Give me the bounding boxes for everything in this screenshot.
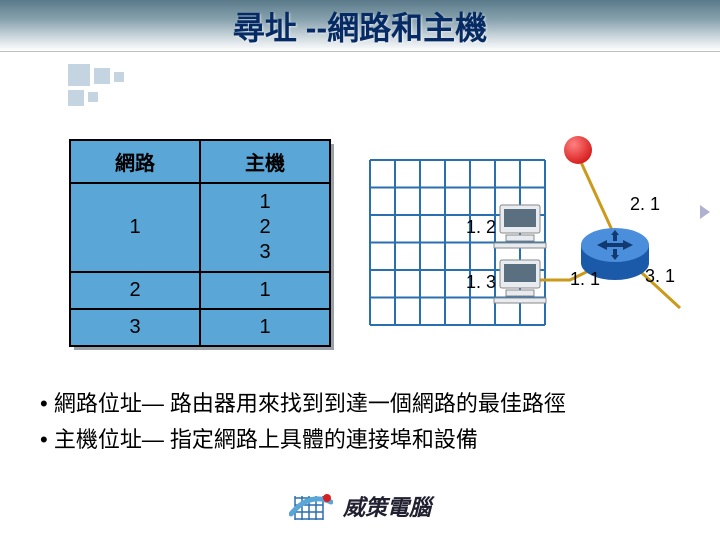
svg-text:2. 1: 2. 1 <box>630 194 660 214</box>
bullet-line: • 主機位址— 指定網路上具體的連接埠和設備 <box>40 422 690 454</box>
content-area: 網路 主機 1 1 2 3 2 1 3 1 1. 2 1. 3 2. 1 1. 1 3.… <box>0 130 720 450</box>
network-diagram: 1. 2 1. 3 2. 1 1. 1 3. 1 <box>360 130 690 365</box>
table-row: 3 1 <box>70 309 330 346</box>
td-net: 1 <box>69 182 201 273</box>
svg-text:1. 1: 1. 1 <box>570 269 600 289</box>
footer-logo-icon <box>289 488 333 524</box>
th-host: 主機 <box>199 139 331 184</box>
td-hosts: 1 <box>199 271 331 310</box>
th-network: 網路 <box>69 139 201 184</box>
table-row: 2 1 <box>70 272 330 309</box>
bullet-list: • 網路位址— 路由器用來找到到達一個網路的最佳路徑 • 主機位址— 指定網路上… <box>40 382 690 458</box>
svg-text:1. 2: 1. 2 <box>466 217 496 237</box>
td-net: 2 <box>69 271 201 310</box>
table-header-row: 網路 主機 <box>70 140 330 183</box>
title-bar: 尋址 --網路和主機 <box>0 0 720 52</box>
footer: 威策電腦 <box>0 484 720 528</box>
td-net: 3 <box>69 308 201 347</box>
svg-text:3. 1: 3. 1 <box>645 266 675 286</box>
footer-text: 威策電腦 <box>343 490 431 522</box>
host-val: 3 <box>259 240 270 265</box>
svg-text:1. 3: 1. 3 <box>466 272 496 292</box>
td-hosts: 1 2 3 <box>199 182 331 273</box>
host-val: 2 <box>259 215 270 240</box>
host-val: 1 <box>259 190 270 215</box>
table-row: 1 1 2 3 <box>70 183 330 272</box>
diagram-svg: 1. 2 1. 3 2. 1 1. 1 3. 1 <box>360 130 690 365</box>
deco-squares <box>68 64 168 112</box>
bullet-line: • 網路位址— 路由器用來找到到達一個網路的最佳路徑 <box>40 386 690 418</box>
page-title: 尋址 --網路和主機 <box>233 3 487 49</box>
network-host-table: 網路 主機 1 1 2 3 2 1 3 1 <box>70 140 330 346</box>
td-hosts: 1 <box>199 308 331 347</box>
next-slide-icon[interactable] <box>700 205 710 219</box>
